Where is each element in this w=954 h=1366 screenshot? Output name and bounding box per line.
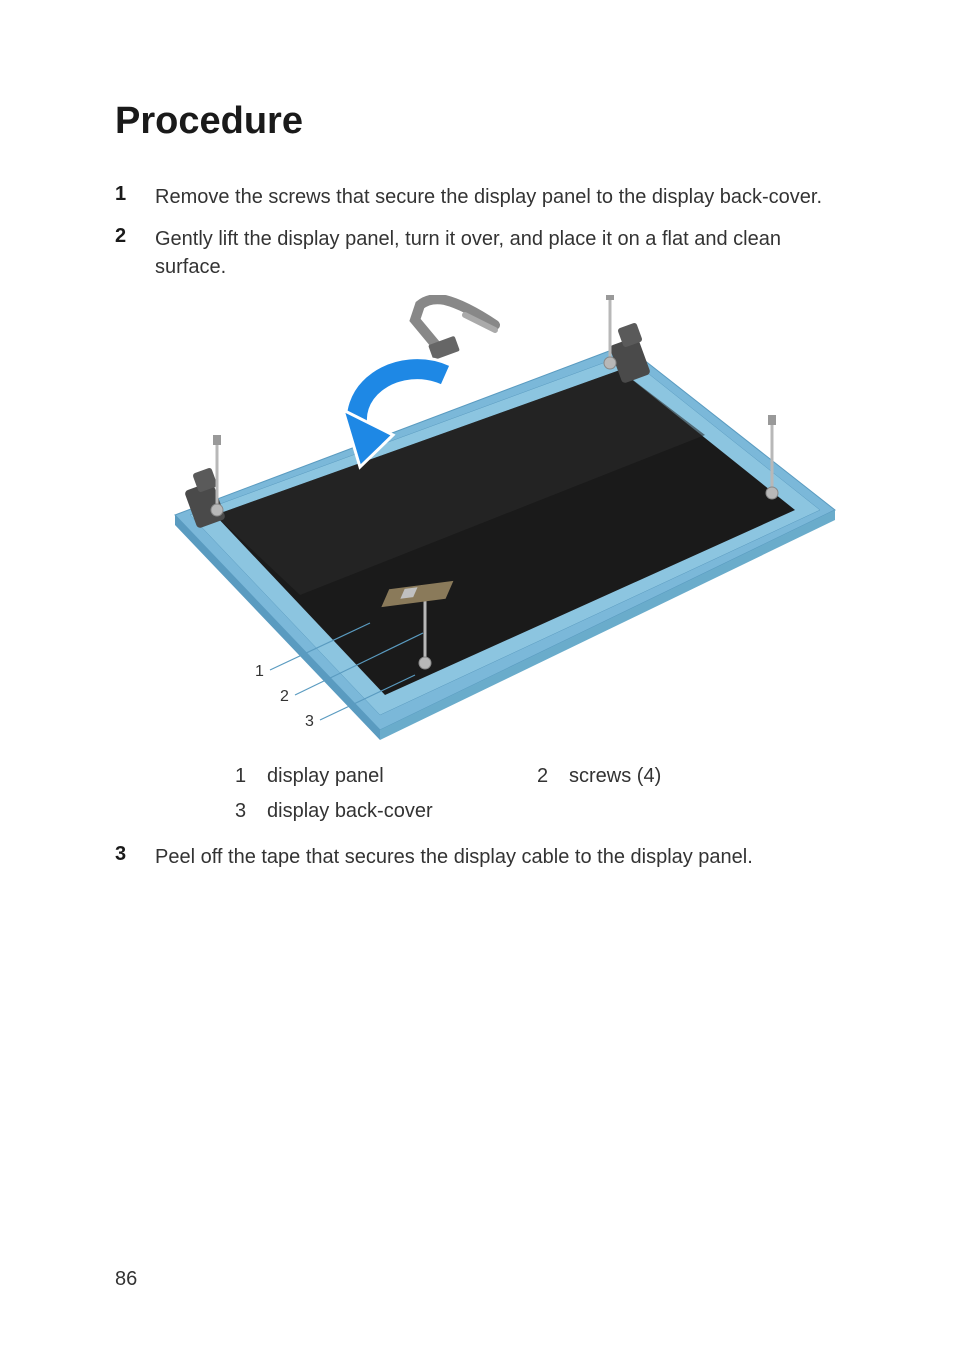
legend-label: display back-cover <box>267 800 433 823</box>
figure-container: 1 2 3 1 display panel 2 <box>155 295 839 823</box>
page: Procedure 1 Remove the screws that secur… <box>0 0 954 1366</box>
callout-text-2: 2 <box>280 688 289 705</box>
procedure-heading: Procedure <box>115 100 839 143</box>
step-text: Gently lift the display panel, turn it o… <box>155 225 839 281</box>
figure-legend: 1 display panel 2 screws (4) 3 display b… <box>235 765 839 823</box>
steps-list-continued: 3 Peel off the tape that secures the dis… <box>115 843 839 871</box>
callout-text-3: 3 <box>305 713 314 730</box>
step-number: 1 <box>115 183 155 206</box>
display-cable <box>415 299 495 360</box>
step-number: 2 <box>115 225 155 248</box>
legend-item-2: 2 screws (4) <box>537 765 839 788</box>
legend-label: screws (4) <box>569 765 661 788</box>
legend-item-1: 1 display panel <box>235 765 537 788</box>
legend-row: 3 display back-cover <box>235 800 839 823</box>
legend-item-3: 3 display back-cover <box>235 800 575 823</box>
legend-num: 1 <box>235 765 267 788</box>
step-2: 2 Gently lift the display panel, turn it… <box>115 225 839 281</box>
step-number: 3 <box>115 843 155 866</box>
legend-num: 3 <box>235 800 267 823</box>
step-3: 3 Peel off the tape that secures the dis… <box>115 843 839 871</box>
legend-label: display panel <box>267 765 384 788</box>
legend-row: 1 display panel 2 screws (4) <box>235 765 839 788</box>
steps-list: 1 Remove the screws that secure the disp… <box>115 183 839 281</box>
step-text: Peel off the tape that secures the displ… <box>155 843 753 871</box>
step-text: Remove the screws that secure the displa… <box>155 183 822 211</box>
legend-num: 2 <box>537 765 569 788</box>
display-panel-figure: 1 2 3 <box>155 295 840 745</box>
page-number: 86 <box>115 1268 137 1291</box>
callout-text-1: 1 <box>255 663 264 680</box>
step-1: 1 Remove the screws that secure the disp… <box>115 183 839 211</box>
